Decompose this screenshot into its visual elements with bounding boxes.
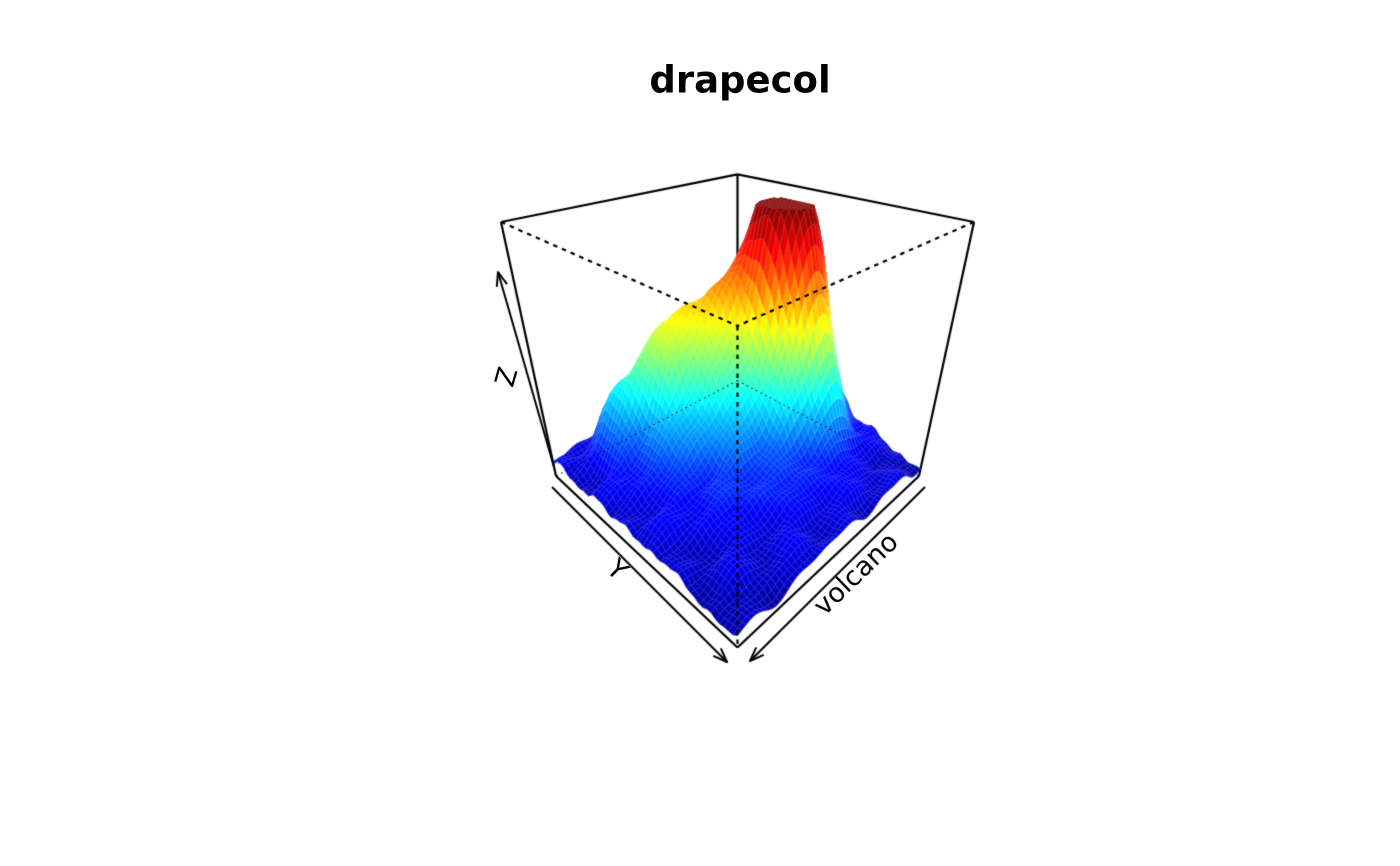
chart-title: drapecol xyxy=(649,58,831,102)
